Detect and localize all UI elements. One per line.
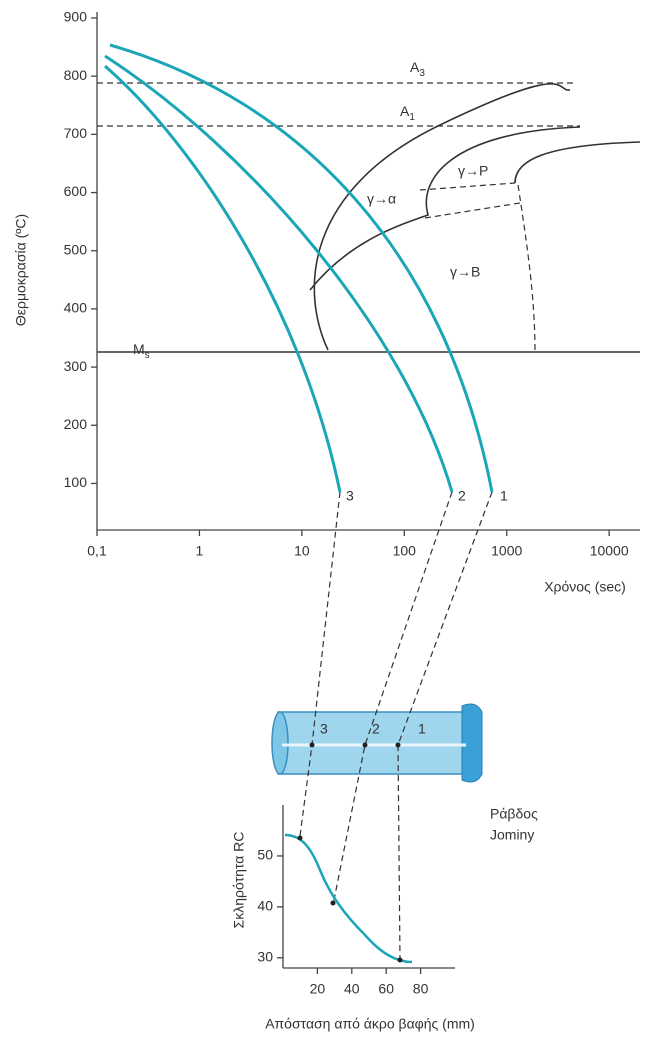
y-tick-label: 400 — [64, 300, 88, 316]
hardness-point — [298, 836, 303, 841]
x-tick-label: 100 — [393, 543, 417, 559]
rod-end — [272, 712, 288, 774]
pearlite-end — [515, 142, 640, 183]
cooling-curve-2 — [105, 56, 452, 492]
x-axis-label: Χρόνος (sec) — [544, 579, 626, 595]
figure: Θερμοκρασία (ºC) Χρόνος (sec) A3 A1 Ms γ… — [0, 0, 656, 1037]
y-tick-label: 800 — [64, 67, 88, 83]
y-tick-label: 100 — [64, 474, 88, 490]
curve-label: 3 — [346, 488, 354, 504]
transformation-start — [314, 84, 570, 350]
rod-point — [310, 743, 315, 748]
hardness-curve — [285, 835, 412, 962]
x-tick-label: 60 — [378, 981, 394, 997]
rod-point — [396, 743, 401, 748]
y-tick-label: 300 — [64, 358, 88, 374]
x-axis-label: Απόσταση από άκρο βαφής (mm) — [265, 1016, 475, 1032]
a3-sub: 3 — [419, 68, 425, 79]
ms-sub: s — [145, 350, 150, 361]
y-tick-label: 900 — [64, 9, 88, 25]
rod-title: Ράβδος — [490, 806, 538, 822]
ms-label: Ms — [133, 341, 150, 361]
y-tick-label: 50 — [257, 847, 273, 863]
rod-flange — [462, 704, 482, 782]
a1-sub: 1 — [409, 112, 415, 123]
x-tick-label: 1 — [196, 543, 204, 559]
bainite-end — [518, 185, 535, 352]
a1-label: A1 — [400, 103, 415, 123]
transformation-end — [310, 127, 580, 290]
x-tick-label: 40 — [344, 981, 360, 997]
y-tick-label: 600 — [64, 183, 88, 199]
cooling-curve-3 — [105, 66, 340, 492]
pearlite-boundary — [420, 183, 515, 190]
x-tick-label: 20 — [310, 981, 326, 997]
curve-label: 1 — [500, 488, 508, 504]
hardness-point — [331, 901, 336, 906]
x-tick-label: 1000 — [491, 543, 522, 559]
y-axis-label: Θερμοκρασία (ºC) — [13, 214, 29, 326]
x-tick-label: 80 — [413, 981, 429, 997]
y-axis-label: Σκληρότητα RC — [231, 832, 247, 929]
curve-label: 2 — [458, 488, 466, 504]
x-tick-label: 0,1 — [87, 543, 107, 559]
x-tick-label: 10 — [294, 543, 310, 559]
rod-point — [363, 743, 368, 748]
gamma-p-label: γ→P — [458, 163, 488, 179]
rod-mark: 2 — [372, 721, 380, 737]
gamma-b-label: γ→B — [450, 264, 480, 280]
y-tick-label: 700 — [64, 125, 88, 141]
a3-label: A3 — [410, 59, 425, 79]
y-tick-label: 200 — [64, 416, 88, 432]
hardness-point — [398, 958, 403, 963]
rod-mark: 1 — [418, 721, 426, 737]
y-tick-label: 500 — [64, 241, 88, 257]
x-tick-label: 10000 — [590, 543, 629, 559]
y-tick-label: 30 — [257, 949, 273, 965]
gamma-a-label: γ→α — [367, 191, 396, 207]
cooling-curve-1 — [110, 45, 492, 492]
rod-title: Jominy — [490, 827, 534, 843]
y-tick-label: 40 — [257, 898, 273, 914]
ms-main: M — [133, 341, 145, 357]
rod-mark: 3 — [320, 721, 328, 737]
bainite-boundary — [425, 203, 520, 218]
